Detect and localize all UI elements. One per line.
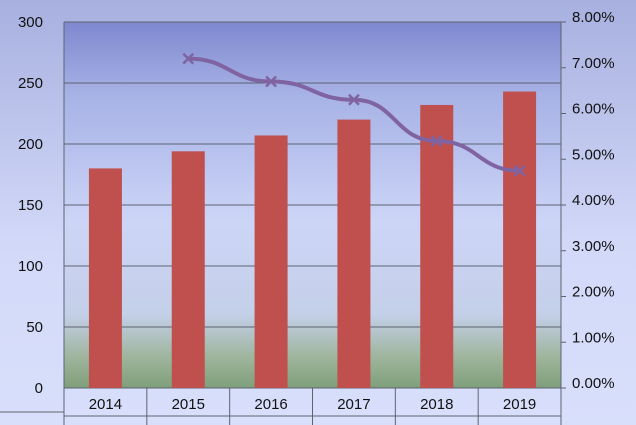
line-point [430, 135, 443, 147]
bar-2018 [420, 104, 454, 389]
category-axis-labels: 2014 2015 2016 2017 2018 2019 [89, 396, 537, 413]
left-axis-tick-label: 300 [18, 14, 43, 31]
marker-stroke [513, 164, 526, 177]
right-axis-tick-label: 5.00% [572, 146, 615, 163]
line-point [265, 75, 277, 88]
right-axis-tick-label: 7.00% [572, 55, 615, 72]
right-axis-tick-label: 8.00% [572, 9, 615, 26]
left-axis-tick-label: 50 [26, 319, 43, 336]
marker-stroke [265, 75, 277, 88]
left-axis-tick-label: 150 [18, 197, 43, 214]
bar-2017 [337, 119, 371, 388]
left-axis-tick-label: 200 [18, 136, 43, 153]
bar-2015 [171, 151, 205, 388]
category-label: 2017 [337, 396, 370, 413]
bar-2014 [88, 168, 122, 388]
axes [0, 21, 566, 425]
right-axis-labels: 0.00% 1.00% 2.00% 3.00% 4.00% 5.00% 6.00% 7.00%… [572, 9, 615, 392]
left-axis-tick-label: 100 [18, 258, 43, 275]
line-point [513, 164, 526, 177]
category-label: 2014 [89, 396, 122, 413]
line-series [182, 52, 526, 177]
category-label: 2015 [172, 396, 205, 413]
left-axis-labels: 0 50 100 150 200 250 300 [18, 14, 43, 397]
right-axis-tick-label: 6.00% [572, 101, 615, 118]
line-point [182, 52, 195, 65]
category-label: 2016 [254, 396, 287, 413]
bar-series [88, 91, 537, 389]
left-axis-tick-label: 250 [18, 75, 43, 92]
marker-stroke [182, 52, 195, 65]
right-axis-tick-label: 3.00% [572, 238, 615, 255]
line-point [348, 93, 360, 106]
bar-2016 [254, 135, 288, 388]
bar-2019 [503, 91, 537, 388]
right-axis-tick-label: 0.00% [572, 375, 615, 392]
marker-stroke [348, 93, 360, 106]
left-axis-tick-label: 0 [35, 380, 43, 397]
right-axis-tick-label: 2.00% [572, 284, 615, 301]
category-label: 2018 [420, 396, 453, 413]
marker-stroke [430, 135, 443, 147]
right-axis-tick-label: 4.00% [572, 192, 615, 209]
right-axis-tick-label: 1.00% [572, 329, 615, 346]
category-label: 2019 [503, 396, 536, 413]
